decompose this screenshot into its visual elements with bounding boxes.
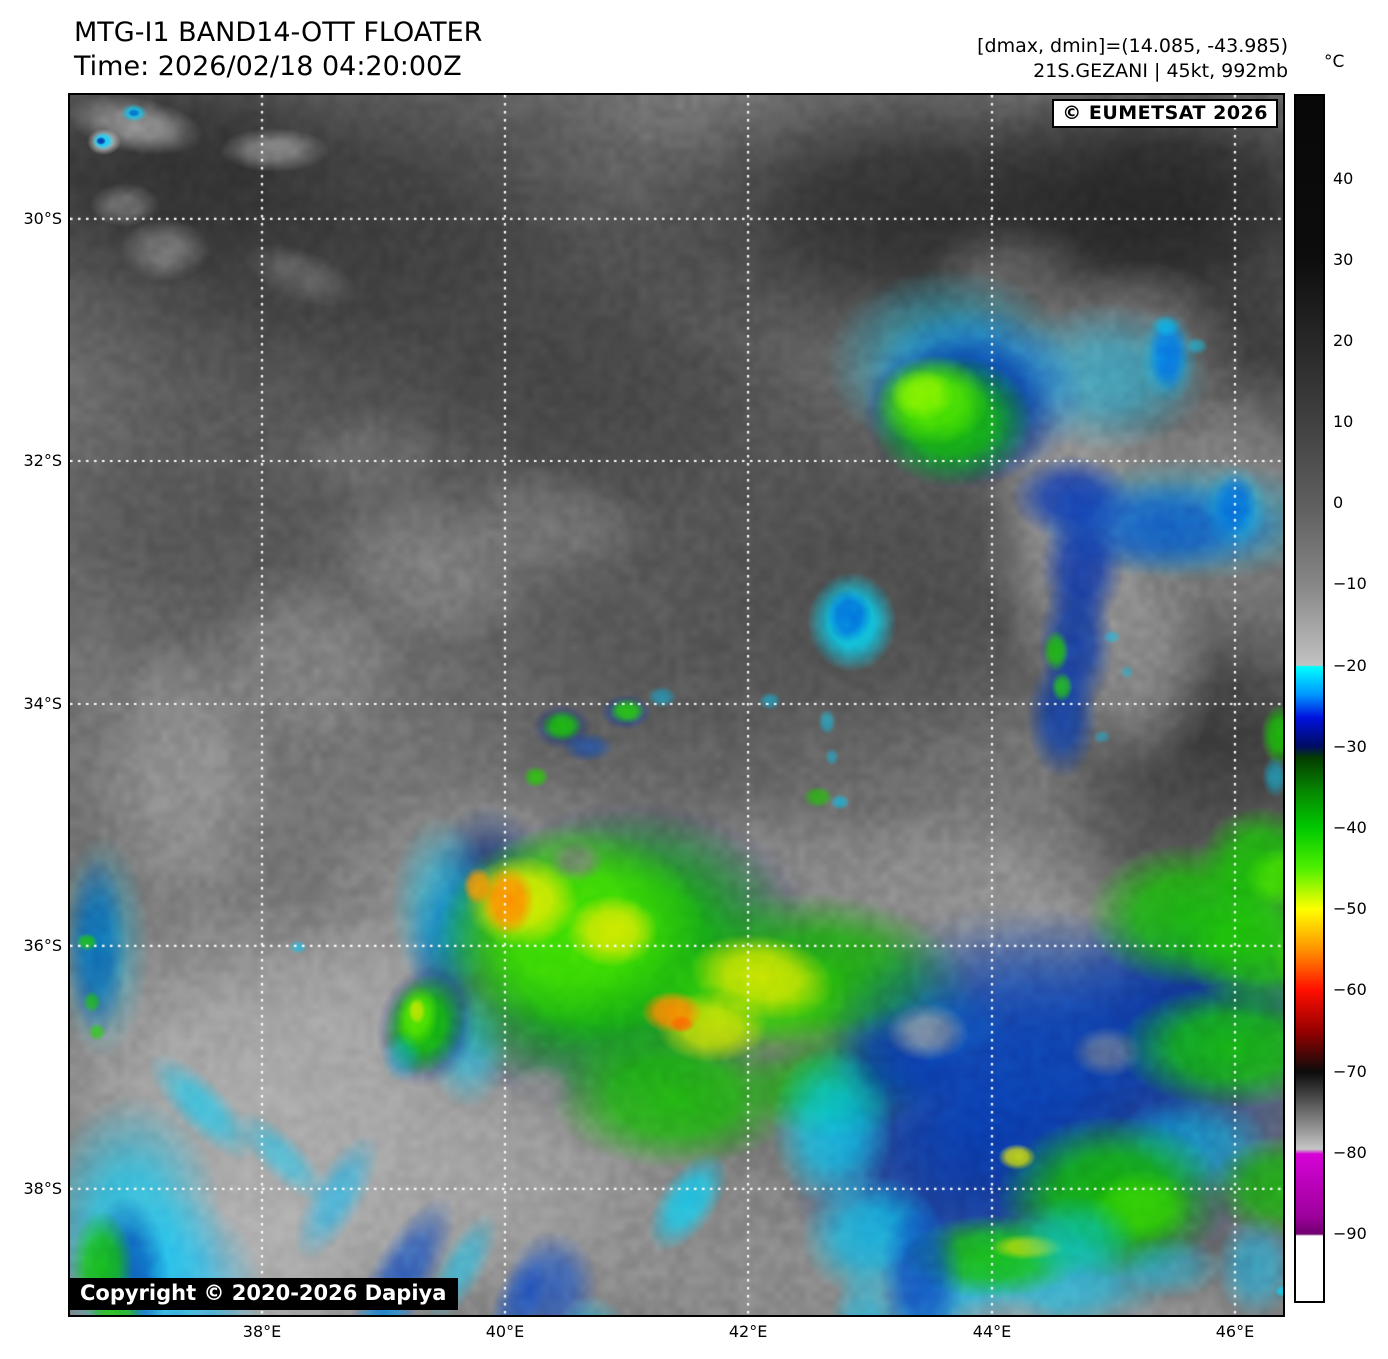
colorbar-tick-label: 40 [1333, 169, 1388, 189]
satellite-image-canvas [70, 95, 1283, 1315]
info-block: [dmax, dmin]=(14.085, -43.985) 21S.GEZAN… [977, 34, 1288, 84]
colorbar-tick-label: −10 [1333, 574, 1388, 594]
lon-tick-label: 38°E [217, 1322, 307, 1342]
satellite-figure: MTG-I1 BAND14-OTT FLOATER Time: 2026/02/… [0, 0, 1388, 1359]
lat-tick-label: 34°S [0, 694, 62, 714]
provider-badge: © EUMETSAT 2026 [1052, 99, 1278, 128]
lat-tick-label: 30°S [0, 209, 62, 229]
colorbar-tick-label: 20 [1333, 331, 1388, 351]
colorbar-tick-label: −20 [1333, 656, 1388, 676]
colorbar-tick-label: −30 [1333, 737, 1388, 757]
colorbar-tick-label: 10 [1333, 412, 1388, 432]
colorbar-tick-label: −80 [1333, 1143, 1388, 1163]
lon-tick-label: 42°E [703, 1322, 793, 1342]
copyright-badge: Copyright © 2020-2026 Dapiya [70, 1278, 458, 1310]
colorbar-unit-label: °C [1324, 52, 1344, 72]
title-block: MTG-I1 BAND14-OTT FLOATER Time: 2026/02/… [74, 16, 482, 84]
map-plot-area: © EUMETSAT 2026 Copyright © 2020-2026 Da… [68, 93, 1285, 1317]
temperature-colorbar [1294, 94, 1325, 1303]
lat-tick-label: 32°S [0, 451, 62, 471]
dmax-dmin-readout: [dmax, dmin]=(14.085, -43.985) [977, 34, 1288, 59]
storm-status: 21S.GEZANI | 45kt, 992mb [977, 59, 1288, 84]
colorbar-tick-label: −90 [1333, 1224, 1388, 1244]
colorbar-tick-label: −60 [1333, 980, 1388, 1000]
colorbar-tick-label: −50 [1333, 899, 1388, 919]
lat-tick-label: 38°S [0, 1179, 62, 1199]
colorbar-tick-label: −40 [1333, 818, 1388, 838]
lon-tick-label: 40°E [460, 1322, 550, 1342]
colorbar-tick-label: 0 [1333, 493, 1388, 513]
timestamp: Time: 2026/02/18 04:20:00Z [74, 50, 482, 84]
page-title: MTG-I1 BAND14-OTT FLOATER [74, 16, 482, 50]
colorbar-tick-label: −70 [1333, 1062, 1388, 1082]
colorbar-tick-label: 30 [1333, 250, 1388, 270]
lat-tick-label: 36°S [0, 936, 62, 956]
lon-tick-label: 44°E [947, 1322, 1037, 1342]
lon-tick-label: 46°E [1190, 1322, 1280, 1342]
